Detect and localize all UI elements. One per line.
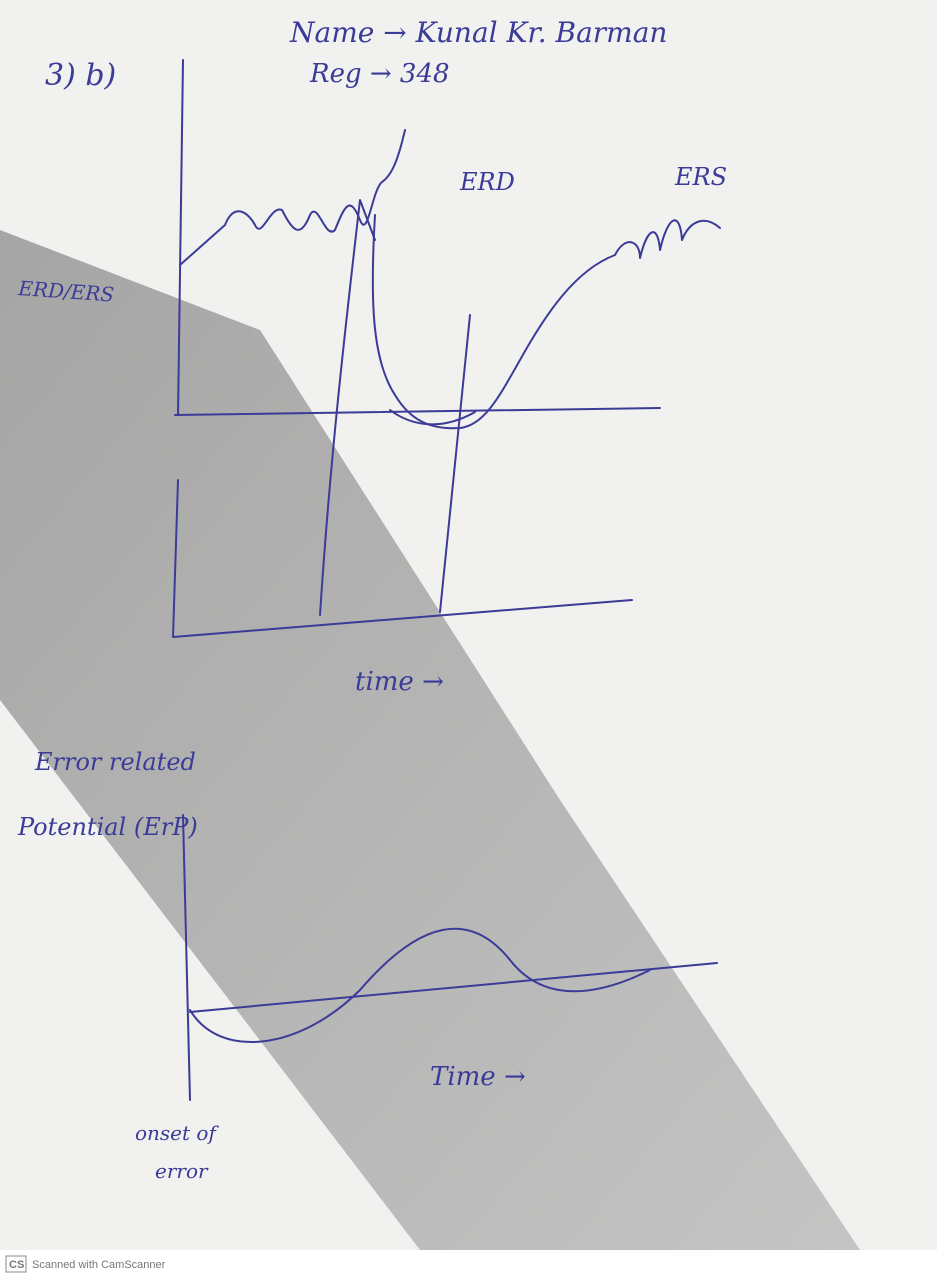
y-label-line1: Error related bbox=[34, 748, 196, 776]
x-axis bbox=[189, 962, 718, 1013]
y-axis bbox=[177, 59, 184, 416]
x-axis bbox=[174, 407, 661, 416]
erd-ers-curve bbox=[371, 214, 721, 430]
x-label: Time → bbox=[430, 1062, 526, 1092]
x-label: time → bbox=[355, 667, 444, 697]
erp-diagram: Error related Potential (ErP) Time → ons… bbox=[17, 748, 718, 1183]
footer-bar bbox=[0, 1250, 937, 1280]
lower-axes bbox=[172, 479, 633, 638]
erp-curve bbox=[189, 927, 651, 1043]
footer-text: Scanned with CamScanner bbox=[32, 1259, 166, 1271]
erd-label: ERD bbox=[459, 168, 515, 196]
annotation-line1: onset of bbox=[135, 1121, 219, 1145]
student-name: Name → Kunal Kr. Barman bbox=[289, 16, 667, 49]
marker-line bbox=[439, 314, 471, 613]
annotation-line2: error bbox=[155, 1159, 209, 1183]
ers-label: ERS bbox=[674, 163, 727, 191]
signal-curve bbox=[179, 129, 406, 266]
cs-logo bbox=[5, 1255, 27, 1273]
registration: Reg → 348 bbox=[309, 59, 450, 89]
y-axis bbox=[182, 814, 191, 1101]
question-number: 3) b) bbox=[45, 58, 116, 93]
marker-line bbox=[319, 199, 376, 616]
cs-logo-text: CS bbox=[9, 1259, 24, 1271]
y-label-line2: Potential (ErP) bbox=[17, 813, 198, 841]
shadow bbox=[0, 230, 860, 1250]
erd-ers-diagram: ERD ERS ERD/ERS time → bbox=[17, 59, 727, 697]
trough bbox=[389, 409, 476, 426]
